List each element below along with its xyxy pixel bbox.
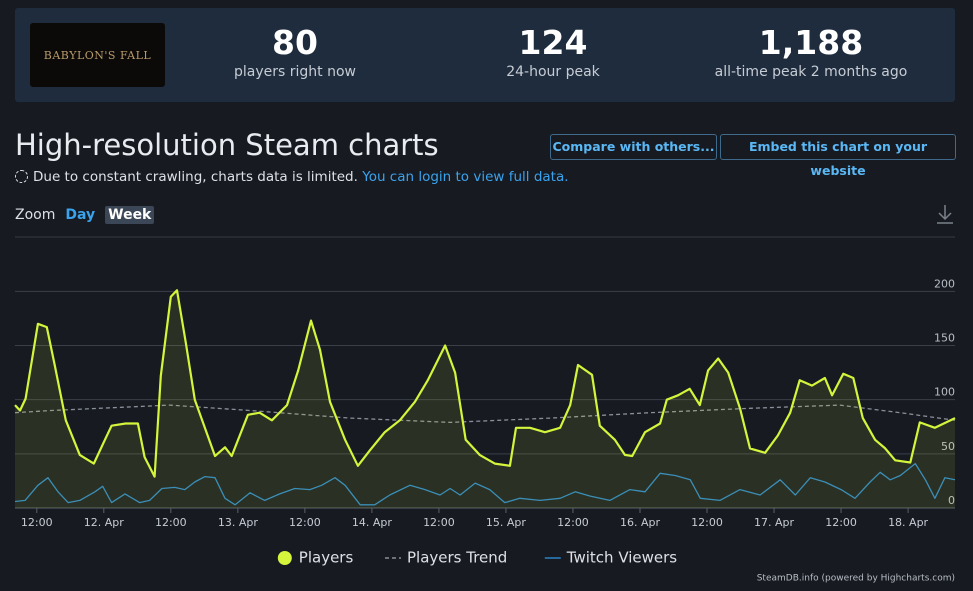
x-tick-label: 12:00 <box>557 516 589 529</box>
y-tick-label: 50 <box>941 440 955 453</box>
stats-panel: BABYLON'S FALL 80 players right now 124 24… <box>15 8 955 102</box>
login-link[interactable]: You can login to view full data. <box>362 169 569 185</box>
game-logo[interactable]: BABYLON'S FALL <box>30 23 165 87</box>
legend-label: Twitch Viewers <box>566 549 678 567</box>
area-fill <box>15 290 955 508</box>
stat: 80 players right now <box>165 22 425 80</box>
stat-value: 1,188 <box>758 23 864 62</box>
x-tick-label: 12:00 <box>423 516 455 529</box>
series-line <box>14 289 956 478</box>
x-tick-label: 12:00 <box>21 516 53 529</box>
stat: 124 24-hour peak <box>423 22 683 80</box>
series-line <box>14 462 956 506</box>
x-tick-label: 15. Apr <box>486 516 526 529</box>
download-icon[interactable] <box>937 205 953 224</box>
series-line <box>14 404 956 424</box>
x-tick-label: 12:00 <box>289 516 321 529</box>
x-tick-label: 17. Apr <box>754 516 794 529</box>
legend-label: Players Trend <box>407 549 507 567</box>
y-tick-label: 150 <box>934 332 955 345</box>
legend-item[interactable]: Players <box>277 549 354 567</box>
x-tick-label: 14. Apr <box>352 516 392 529</box>
x-tick-label: 12. Apr <box>84 516 124 529</box>
x-tick-label: 18. Apr <box>888 516 928 529</box>
notice-icon <box>15 170 28 183</box>
x-tick-label: 12:00 <box>691 516 723 529</box>
credits: SteamDB.info (powered by Highcharts.com) <box>757 574 955 584</box>
legend-label: Players <box>299 549 354 567</box>
stat-label: 24-hour peak <box>506 64 600 80</box>
y-tick-label: 100 <box>934 386 955 399</box>
embed-button[interactable]: Embed this chart on your website <box>720 134 956 178</box>
zoom-bar: Zoom Day Week <box>15 206 164 224</box>
y-tick-label: 200 <box>934 277 955 290</box>
x-tick-label: 12:00 <box>155 516 187 529</box>
zoom-option[interactable]: Day <box>65 207 96 223</box>
notice: Due to constant crawling, charts data is… <box>15 169 569 185</box>
legend-marker <box>277 551 292 565</box>
stat-value: 80 <box>272 23 318 62</box>
legend-item[interactable]: Twitch Viewers <box>544 549 678 567</box>
x-tick-label: 13. Apr <box>218 516 258 529</box>
page-title: High-resolution Steam charts <box>15 128 439 162</box>
stat-label: players right now <box>234 64 356 80</box>
y-tick-label: 0 <box>948 494 955 507</box>
x-tick-label: 16. Apr <box>620 516 660 529</box>
stat-label: all-time peak 2 months ago <box>714 64 908 80</box>
stat-value: 124 <box>518 23 588 62</box>
zoom-label: Zoom <box>15 207 56 223</box>
x-tick-label: 12:00 <box>825 516 857 529</box>
compare-button[interactable]: Compare with others... <box>550 134 717 160</box>
zoom-option[interactable]: Week <box>105 206 155 224</box>
notice-text: Due to constant crawling, charts data is… <box>33 169 358 185</box>
legend-item[interactable]: Players Trend <box>385 549 507 567</box>
stat: 1,188 all-time peak 2 months ago <box>681 22 941 80</box>
